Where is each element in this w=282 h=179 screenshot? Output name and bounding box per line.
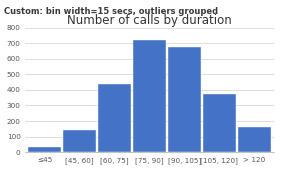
- Bar: [98, 84, 131, 152]
- Bar: [238, 127, 271, 152]
- Bar: [28, 147, 61, 152]
- Bar: [63, 130, 96, 152]
- Bar: [133, 40, 166, 152]
- Bar: [168, 47, 201, 152]
- Title: Number of calls by duration: Number of calls by duration: [67, 14, 232, 26]
- Text: Custom: bin width=15 secs, outliers grouped: Custom: bin width=15 secs, outliers grou…: [4, 7, 218, 16]
- Bar: [203, 94, 236, 152]
